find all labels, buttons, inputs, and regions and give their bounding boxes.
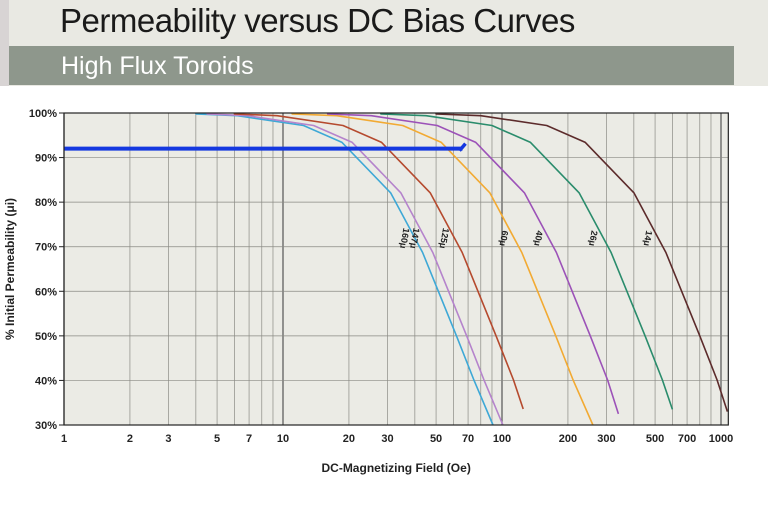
y-tick-label: 50% <box>35 331 57 343</box>
plot-border <box>63 112 729 426</box>
curve-label: 60μ <box>498 230 511 247</box>
x-tick-label: 3 <box>165 433 171 445</box>
curve-label: 14μ <box>642 230 655 247</box>
curve-label: 147μ <box>408 227 421 249</box>
x-tick-label: 1000 <box>709 433 733 445</box>
x-tick-label: 20 <box>343 433 355 445</box>
series-line-125μ <box>233 112 524 410</box>
header-edge <box>0 0 9 86</box>
x-tick-label: 5 <box>214 433 220 445</box>
x-tick-label: 200 <box>559 433 577 445</box>
y-tick-label: 70% <box>35 242 57 254</box>
y-tick-label: 90% <box>35 153 57 165</box>
y-tick-label: 40% <box>35 375 57 387</box>
series-line-60μ <box>291 112 594 426</box>
curve-label: 125μ <box>438 227 451 249</box>
y-tick-label: 60% <box>35 286 57 298</box>
x-tick-label: 300 <box>597 433 615 445</box>
series-line-14μ <box>435 112 729 412</box>
curve-label: 160μ <box>398 227 411 249</box>
x-tick-label: 700 <box>678 433 696 445</box>
x-tick-label: 70 <box>462 433 474 445</box>
series-line-40μ <box>326 112 620 415</box>
y-tick-label: 30% <box>35 420 57 432</box>
y-axis-label: % Initial Permeability (μi) <box>3 198 17 340</box>
curve-label: 26μ <box>587 230 600 247</box>
x-axis-label: DC-Magnetizing Field (Oe) <box>321 461 470 475</box>
page-subtitle: High Flux Toroids <box>61 52 254 80</box>
x-tick-label: 10 <box>277 433 289 445</box>
x-tick-label: 7 <box>246 433 252 445</box>
x-tick-label: 50 <box>430 433 442 445</box>
series-group <box>195 112 729 426</box>
annotation-arrow-marker <box>458 142 467 152</box>
axes: 1 2 3 5 7 10 20 30 50 70 100 200 300 500 700 1000 30% 40%… <box>29 108 733 445</box>
series-line-147μ <box>206 112 504 426</box>
y-tick-label: 80% <box>35 197 57 209</box>
x-tick-label: 2 <box>127 433 133 445</box>
x-tick-label: 100 <box>493 433 511 445</box>
plot-area <box>64 113 729 425</box>
series-line-26μ <box>380 112 674 410</box>
y-tick-label: 100% <box>29 108 57 120</box>
subtitle-banner: High Flux Toroids <box>9 46 734 85</box>
header: Permeability versus DC Bias Curves High … <box>0 0 768 86</box>
annotation <box>64 142 467 152</box>
x-tick-label: 1 <box>61 433 67 445</box>
x-tick-label: 30 <box>381 433 393 445</box>
x-tick-label: 500 <box>646 433 664 445</box>
curve-label: 40μ <box>532 230 545 247</box>
page-title: Permeability versus DC Bias Curves <box>60 2 575 39</box>
